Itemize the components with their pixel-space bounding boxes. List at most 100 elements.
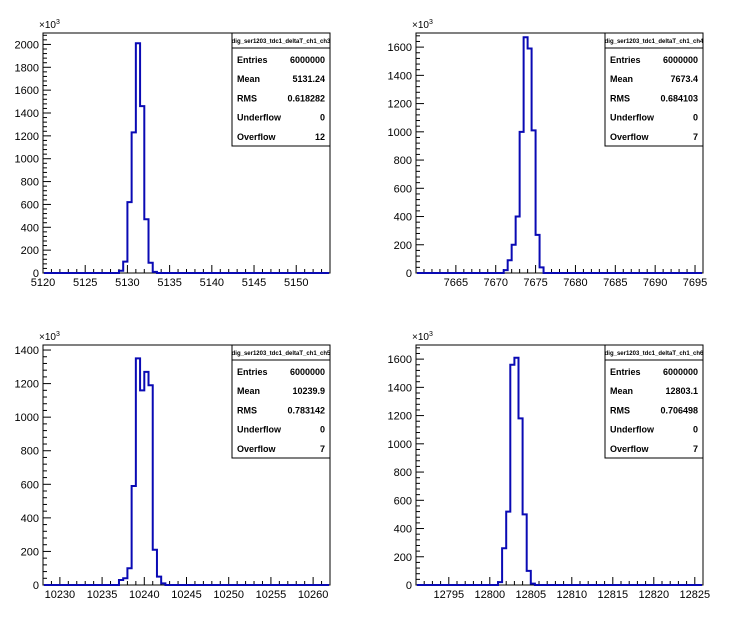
- y-tick-label: 0: [33, 580, 39, 592]
- y-tick-label: 1200: [15, 131, 39, 143]
- y-tick-label: 1200: [388, 99, 412, 111]
- x-tick-label: 5145: [242, 277, 266, 289]
- stats-label: Mean: [237, 386, 260, 396]
- histogram-line: [44, 42, 329, 274]
- stats-value: 7: [693, 132, 698, 142]
- x-tick-label: 5130: [115, 277, 139, 289]
- axis-multiplier: ×103: [39, 331, 60, 343]
- stats-label: Entries: [237, 55, 268, 65]
- y-tick-label: 600: [21, 479, 39, 491]
- histogram-line: [417, 36, 702, 274]
- stats-label: Entries: [610, 55, 641, 65]
- stats-value: 6000000: [290, 367, 325, 377]
- x-tick-label: 12815: [598, 589, 629, 601]
- stats-label: Underflow: [237, 425, 282, 435]
- stats-label: RMS: [237, 93, 257, 103]
- y-tick-label: 0: [406, 580, 412, 592]
- x-tick-label: 7670: [483, 277, 507, 289]
- histogram-bin: [140, 390, 144, 585]
- y-tick-label: 400: [394, 524, 412, 536]
- x-tick-label: 5125: [73, 277, 97, 289]
- y-tick-label: 1400: [15, 345, 39, 357]
- stats-value: 7: [693, 444, 698, 454]
- stats-value: 0.783142: [287, 405, 325, 415]
- y-tick-label: 0: [406, 268, 412, 280]
- y-tick-label: 600: [21, 199, 39, 211]
- y-tick-label: 1600: [388, 354, 412, 366]
- stats-value: 6000000: [663, 55, 698, 65]
- histogram-panel-4: ×103 0 200 400 600 800 1000 1200 1400 1600 12795 12…: [388, 331, 711, 601]
- y-tick-label: 400: [21, 513, 39, 525]
- stats-label: Mean: [237, 74, 260, 84]
- x-tick-label: 12820: [639, 589, 670, 601]
- stats-label: Overflow: [237, 132, 277, 142]
- x-tick-label: 10245: [171, 589, 202, 601]
- y-tick-label: 200: [21, 546, 39, 558]
- stats-label: RMS: [610, 405, 630, 415]
- stats-label: RMS: [237, 405, 257, 415]
- axis-multiplier: ×103: [412, 331, 433, 343]
- histogram-panel-3: ×103 0 200 400 600 800 1000 1200 1400 10230 10235 1…: [15, 331, 332, 601]
- y-tick-label: 200: [394, 552, 412, 564]
- histogram-bin: [144, 372, 148, 585]
- x-tick-label: 10240: [129, 589, 160, 601]
- y-tick-label: 1400: [388, 382, 412, 394]
- histogram-panel-2: ×103 0 200 400 600 800 1000 1200 1400 1600 7665 767…: [388, 19, 708, 289]
- x-tick-label: 12810: [557, 589, 588, 601]
- x-tick-label: 12805: [516, 589, 547, 601]
- y-tick-label: 800: [394, 467, 412, 479]
- stats-box: [231, 32, 331, 147]
- x-tick-label: 7695: [683, 277, 707, 289]
- y-tick-label: 1600: [388, 42, 412, 54]
- stats-label: Overflow: [610, 132, 650, 142]
- y-tick-label: 1200: [15, 379, 39, 391]
- stats-label: Mean: [610, 74, 633, 84]
- y-tick-label: 2000: [15, 39, 39, 51]
- x-tick-label: 10250: [213, 589, 244, 601]
- stats-title: dig_ser1203_tdc1_deltaT_ch1_ch6: [605, 351, 704, 357]
- x-tick-label: 10260: [298, 589, 329, 601]
- stats-label: Overflow: [237, 444, 277, 454]
- stats-value: 0.684103: [660, 93, 698, 103]
- histogram-panel-1: ×103 0 200 400 600 800 1000 1200 1400 1600 1800 200…: [15, 19, 332, 289]
- histogram-line: [44, 357, 329, 586]
- stats-title: dig_ser1203_tdc1_deltaT_ch1_ch3: [232, 39, 331, 45]
- stats-value: 6000000: [290, 55, 325, 65]
- stats-title: dig_ser1203_tdc1_deltaT_ch1_ch5: [232, 351, 331, 357]
- x-tick-label: 10255: [256, 589, 287, 601]
- stats-box: [604, 32, 704, 147]
- x-tick-label: 5140: [200, 277, 224, 289]
- y-tick-label: 1800: [15, 62, 39, 74]
- y-tick-label: 600: [394, 495, 412, 507]
- y-tick-label: 1000: [15, 412, 39, 424]
- y-tick-label: 400: [394, 212, 412, 224]
- y-tick-label: 0: [33, 268, 39, 280]
- stats-title: dig_ser1203_tdc1_deltaT_ch1_ch4: [605, 39, 704, 45]
- stats-value: 6000000: [663, 367, 698, 377]
- stats-value: 12: [315, 132, 325, 142]
- stats-label: Underflow: [610, 425, 655, 435]
- x-tick-label: 10235: [87, 589, 118, 601]
- y-tick-label: 800: [21, 177, 39, 189]
- y-tick-label: 200: [394, 240, 412, 252]
- x-tick-label: 7665: [444, 277, 468, 289]
- x-tick-label: 7680: [563, 277, 587, 289]
- x-tick-label: 10230: [45, 589, 76, 601]
- stats-value: 5131.24: [292, 74, 325, 84]
- y-tick-label: 400: [21, 222, 39, 234]
- stats-label: Entries: [237, 367, 268, 377]
- stats-value: 0: [320, 113, 325, 123]
- y-tick-label: 800: [394, 155, 412, 167]
- stats-label: RMS: [610, 93, 630, 103]
- stats-box: [604, 344, 704, 459]
- axis-multiplier: ×103: [412, 19, 433, 31]
- stats-value: 0: [693, 113, 698, 123]
- x-tick-label: 12795: [434, 589, 465, 601]
- x-tick-label: 7690: [643, 277, 667, 289]
- x-tick-label: 7685: [603, 277, 627, 289]
- y-tick-label: 1400: [388, 70, 412, 82]
- y-tick-label: 1000: [388, 127, 412, 139]
- x-tick-label: 12800: [475, 589, 506, 601]
- y-tick-label: 1000: [15, 154, 39, 166]
